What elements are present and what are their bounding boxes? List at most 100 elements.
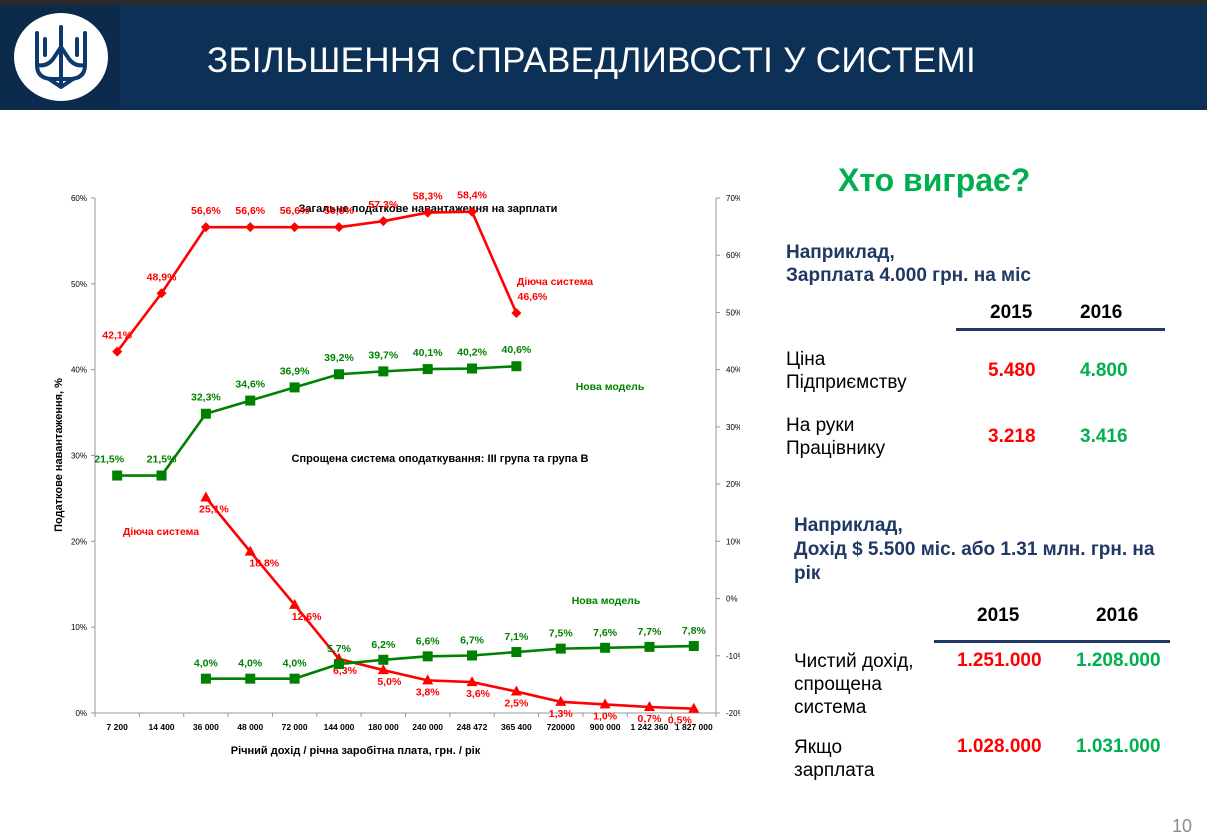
data-point-square bbox=[644, 641, 655, 652]
data-label: 57,3% bbox=[368, 199, 398, 211]
slide-header: ЗБІЛЬШЕННЯ СПРАВЕДЛИВОСТІ У СИСТЕМІ bbox=[0, 5, 1207, 110]
right-tick-label: 10% bbox=[726, 537, 740, 546]
data-label: 7,8% bbox=[682, 625, 707, 637]
example1-year-2016: 2016 bbox=[1080, 302, 1123, 323]
data-point-triangle bbox=[377, 664, 389, 675]
data-point-triangle bbox=[643, 700, 655, 711]
row-label-line: система bbox=[794, 697, 867, 718]
data-point-square bbox=[378, 366, 389, 377]
data-point-diamond bbox=[422, 207, 433, 218]
example2-row2-label: Якщо зарплата bbox=[794, 736, 874, 782]
right-tick-label: 70% bbox=[726, 194, 740, 203]
x-tick-label: 248 472 bbox=[457, 722, 488, 732]
right-tick-label: 20% bbox=[726, 480, 740, 489]
data-label: 56,6% bbox=[235, 205, 265, 217]
x-tick-label: 36 000 bbox=[193, 722, 219, 732]
data-point-triangle bbox=[510, 685, 522, 696]
right-tick-label: 30% bbox=[726, 423, 740, 432]
x-tick-label: 1 242 360 bbox=[631, 722, 669, 732]
example1-title-line2: Зарплата 4.000 грн. на міс bbox=[786, 265, 1031, 286]
data-label: 58,4% bbox=[457, 190, 487, 202]
x-tick-label: 14 400 bbox=[149, 722, 175, 732]
data-label: 3,8% bbox=[416, 686, 441, 698]
data-point-triangle bbox=[289, 598, 301, 609]
data-point-square bbox=[245, 395, 256, 406]
example1-row1-label: Ціна Підприємству bbox=[786, 348, 907, 394]
data-label: 6,7% bbox=[460, 634, 485, 646]
example1-row2-2015: 3.218 bbox=[988, 426, 1036, 447]
data-point-diamond bbox=[112, 346, 123, 357]
data-label: 7,7% bbox=[637, 626, 662, 638]
data-point-triangle bbox=[422, 674, 434, 685]
data-label: 56,6% bbox=[280, 205, 310, 217]
data-label: 46,6% bbox=[518, 291, 548, 303]
data-label: 25,1% bbox=[199, 504, 229, 516]
example2-header-rule bbox=[934, 640, 1170, 643]
data-point-square bbox=[555, 643, 566, 654]
x-tick-label: 7 200 bbox=[107, 722, 129, 732]
example2-title-line1: Наприклад, bbox=[794, 515, 903, 536]
data-point-square bbox=[112, 470, 123, 481]
data-point-square bbox=[600, 642, 611, 653]
data-point-square bbox=[200, 673, 211, 684]
row-label-line: Підприємству bbox=[786, 372, 907, 393]
data-label: 39,7% bbox=[368, 349, 398, 361]
data-label: 0,7% bbox=[637, 713, 662, 725]
data-point-square bbox=[156, 470, 167, 481]
data-label: 6,6% bbox=[416, 635, 441, 647]
x-tick-label: 144 000 bbox=[324, 722, 355, 732]
right-tick-label: -20% bbox=[726, 709, 740, 718]
row-label-line: Ціна bbox=[786, 349, 826, 370]
series-line bbox=[204, 496, 694, 711]
data-point-square bbox=[688, 641, 699, 652]
data-point-triangle bbox=[244, 545, 256, 556]
data-label: 58,3% bbox=[413, 191, 443, 203]
slide-title: ЗБІЛЬШЕННЯ СПРАВЕДЛИВОСТІ У СИСТЕМІ bbox=[207, 41, 976, 80]
data-label: 7,5% bbox=[549, 628, 574, 640]
data-label: 48,9% bbox=[147, 271, 177, 283]
data-label: 56,6% bbox=[191, 205, 221, 217]
data-point-square bbox=[333, 369, 344, 380]
x-tick-label: 365 400 bbox=[501, 722, 532, 732]
example1-title-line1: Наприклад, bbox=[786, 242, 895, 263]
data-label: 1,3% bbox=[549, 708, 574, 720]
data-point-triangle bbox=[555, 695, 567, 706]
data-label: 56,6% bbox=[324, 205, 354, 217]
series-line bbox=[117, 364, 517, 477]
series-name-label: Діюча система bbox=[517, 276, 593, 288]
left-tick-label: 30% bbox=[71, 452, 87, 461]
page-number: 10 bbox=[1172, 816, 1193, 836]
data-label: 4,0% bbox=[283, 658, 308, 670]
example1-row1-2016: 4.800 bbox=[1080, 360, 1128, 381]
data-label: 42,1% bbox=[102, 330, 132, 342]
data-point-triangle bbox=[466, 676, 478, 687]
who-wins-heading: Хто виграє? bbox=[838, 162, 1031, 198]
example2-title-line2: Дохід $ 5.500 міс. або 1.31 млн. грн. на… bbox=[794, 539, 1155, 584]
data-label: 4,0% bbox=[238, 658, 263, 670]
x-tick-label: 180 000 bbox=[368, 722, 399, 732]
series-name-label: Нова модель bbox=[576, 381, 645, 393]
row-label-line: Працівнику bbox=[786, 438, 886, 459]
data-point-diamond bbox=[200, 222, 211, 233]
example2-row1-label: Чистий дохід, спрощена система bbox=[794, 650, 914, 719]
top-strip bbox=[0, 0, 1207, 5]
data-label: 7,6% bbox=[593, 627, 618, 639]
example2-year-2015: 2015 bbox=[977, 605, 1020, 626]
data-label: 40,1% bbox=[413, 347, 443, 359]
example2-row1-2015: 1.251.000 bbox=[957, 650, 1042, 671]
data-point-square bbox=[378, 654, 389, 665]
series-name-label: Нова модель bbox=[572, 595, 641, 607]
data-point-square bbox=[200, 408, 211, 419]
data-label: 4,0% bbox=[194, 658, 219, 670]
example2-row2-2016: 1.031.000 bbox=[1076, 736, 1161, 757]
logo bbox=[14, 13, 108, 101]
data-point-diamond bbox=[467, 206, 478, 217]
data-point-square bbox=[289, 382, 300, 393]
example2-year-2016: 2016 bbox=[1096, 605, 1139, 626]
data-label: 21,5% bbox=[94, 454, 124, 466]
data-point-diamond bbox=[511, 308, 522, 319]
x-tick-label: 48 000 bbox=[237, 722, 263, 732]
data-label: 36,9% bbox=[280, 365, 310, 377]
data-label: 3,6% bbox=[466, 688, 491, 700]
x-tick-label: 720000 bbox=[547, 722, 576, 732]
